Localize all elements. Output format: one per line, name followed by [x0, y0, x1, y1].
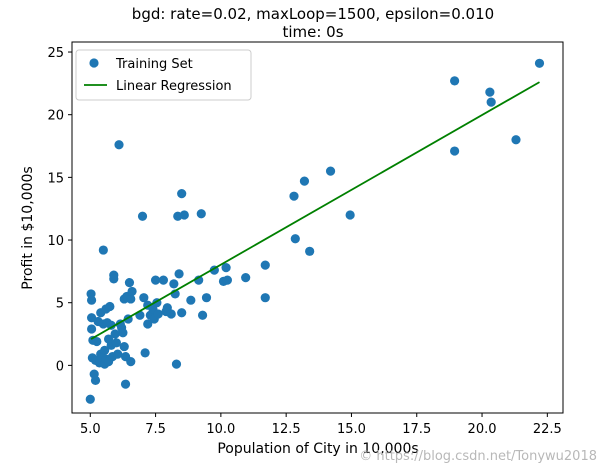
scatter-point [85, 394, 95, 404]
scatter-point [171, 359, 182, 369]
x-axis-label: Population of City in 10,000s [217, 441, 418, 457]
scatter-point [90, 375, 101, 386]
scatter-point [534, 58, 545, 68]
scatter-point [98, 245, 108, 255]
chart-subtitle: time: 0s [282, 23, 343, 41]
y-tick-label: 5 [56, 297, 64, 312]
scatter-point [100, 345, 110, 355]
scatter-point [106, 320, 116, 330]
scatter-point [186, 295, 196, 305]
scatter-point [305, 246, 315, 256]
y-tick-label: 25 [47, 46, 64, 61]
chart-title: bgd: rate=0.02, maxLoop=1500, epsilon=0.… [132, 5, 494, 23]
scatter-point [166, 309, 176, 319]
scatter-point [143, 319, 153, 329]
scatter-point [126, 294, 136, 304]
scatter-point [174, 269, 184, 279]
scatter-point [169, 279, 179, 289]
legend-label-linear-regression: Linear Regression [116, 79, 232, 94]
y-tick-label: 15 [47, 171, 64, 186]
x-tick-label: 7.5 [145, 422, 166, 437]
scatter-point [137, 211, 148, 221]
scatter-point [345, 210, 355, 220]
scatter-point [139, 293, 149, 303]
scatter-point [179, 210, 189, 220]
x-tick-label: 20.0 [468, 422, 497, 437]
scatter-point [177, 308, 187, 318]
scatter-point [196, 209, 206, 219]
scatter-point [109, 274, 119, 284]
scatter-point [201, 293, 212, 303]
scatter-point [124, 278, 135, 288]
scatter-point [325, 166, 336, 176]
scatter-point [120, 379, 131, 389]
scatter-point [86, 295, 97, 305]
scatter-point [111, 338, 121, 348]
legend-box [75, 49, 252, 101]
scatter-point [511, 135, 521, 145]
scatter-point [222, 275, 232, 285]
y-tick-label: 0 [56, 359, 64, 374]
scatter-point [118, 328, 128, 338]
scatter-point [92, 336, 102, 347]
scatter-point [486, 97, 496, 107]
scatter-point [105, 301, 115, 312]
legend-scatter-marker [89, 58, 99, 68]
scatter-point [197, 310, 208, 320]
scatter-point [119, 341, 129, 352]
scatter-point [290, 234, 300, 244]
scatter-point [86, 324, 97, 334]
scatter-point [260, 260, 270, 270]
scatter-point [299, 176, 310, 186]
scatter-point [153, 309, 163, 319]
y-axis-label: Profit in $10,000s [20, 166, 36, 289]
scatter-point [126, 357, 136, 367]
scatter-point [127, 286, 137, 297]
x-tick-label: 10.0 [206, 422, 235, 437]
watermark-text: © https://blog.csdn.net/Tonywu2018 [359, 449, 597, 464]
scatter-point [150, 275, 161, 285]
regression-line [90, 81, 540, 340]
scatter-point [221, 263, 231, 273]
scatter-point [260, 293, 270, 303]
x-tick-label: 5.0 [80, 422, 101, 437]
plot-frame [71, 41, 564, 414]
x-tick-label: 12.5 [272, 422, 301, 437]
scatter-point [113, 349, 123, 359]
x-tick-label: 22.5 [533, 422, 562, 437]
scatter-point [485, 87, 495, 97]
scatter-point [450, 146, 460, 156]
scatter-point [114, 140, 124, 150]
x-tick-label: 15.0 [337, 422, 366, 437]
scatter-point [177, 189, 187, 199]
scatter-point [158, 275, 169, 285]
scatter-point [450, 76, 460, 86]
y-tick-label: 20 [47, 109, 64, 124]
scatter-point [140, 348, 150, 358]
scatter-point [241, 273, 251, 283]
legend-label-training-set: Training Set [115, 57, 193, 72]
y-tick-label: 10 [47, 234, 64, 249]
scatter-point [289, 191, 299, 201]
x-tick-label: 17.5 [402, 422, 431, 437]
scatter-point [110, 329, 120, 339]
